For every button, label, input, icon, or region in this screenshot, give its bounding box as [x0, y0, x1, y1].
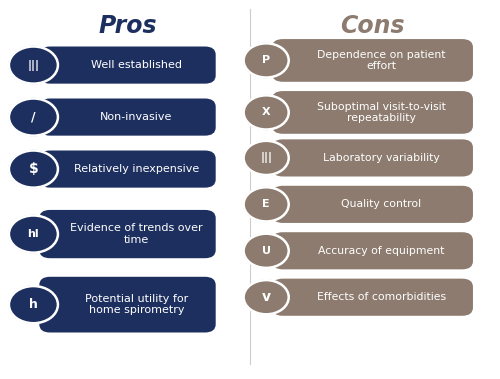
Text: Relatively inexpensive: Relatively inexpensive: [74, 164, 199, 174]
Text: P: P: [262, 55, 270, 66]
Circle shape: [9, 47, 58, 84]
Text: X: X: [262, 107, 270, 117]
Circle shape: [9, 150, 58, 188]
FancyBboxPatch shape: [40, 47, 216, 84]
FancyBboxPatch shape: [272, 139, 473, 177]
Text: Evidence of trends over
time: Evidence of trends over time: [70, 223, 202, 245]
FancyBboxPatch shape: [272, 279, 473, 316]
FancyBboxPatch shape: [272, 186, 473, 223]
Text: Dependence on patient
effort: Dependence on patient effort: [317, 50, 446, 71]
Text: Non-invasive: Non-invasive: [100, 112, 172, 122]
Text: v: v: [262, 290, 270, 304]
Text: Quality control: Quality control: [342, 199, 421, 209]
FancyBboxPatch shape: [272, 91, 473, 134]
Text: /: /: [31, 111, 36, 124]
Text: U: U: [262, 246, 270, 256]
FancyBboxPatch shape: [40, 150, 216, 188]
Text: Suboptimal visit-to-visit
repeatability: Suboptimal visit-to-visit repeatability: [317, 102, 446, 123]
FancyBboxPatch shape: [40, 99, 216, 136]
Circle shape: [9, 216, 58, 253]
Text: $: $: [28, 162, 38, 176]
FancyBboxPatch shape: [272, 39, 473, 82]
Circle shape: [9, 286, 58, 323]
Text: |||: |||: [28, 60, 40, 70]
Circle shape: [244, 43, 288, 78]
Text: Laboratory variability: Laboratory variability: [323, 153, 440, 163]
Circle shape: [244, 141, 288, 175]
Circle shape: [244, 187, 288, 221]
Circle shape: [244, 96, 288, 130]
Text: |||: |||: [260, 152, 272, 163]
Text: Well established: Well established: [91, 60, 182, 70]
Text: Accuracy of equipment: Accuracy of equipment: [318, 246, 444, 256]
FancyBboxPatch shape: [272, 232, 473, 269]
Text: Effects of comorbidities: Effects of comorbidities: [317, 292, 446, 302]
Text: Cons: Cons: [340, 14, 405, 38]
FancyBboxPatch shape: [40, 277, 216, 332]
FancyBboxPatch shape: [40, 210, 216, 258]
Text: hl: hl: [28, 229, 39, 239]
Circle shape: [9, 99, 58, 136]
Circle shape: [244, 234, 288, 268]
Circle shape: [244, 280, 288, 314]
Text: E: E: [262, 199, 270, 209]
Text: Pros: Pros: [98, 14, 157, 38]
Text: h: h: [29, 298, 38, 311]
Text: Potential utility for
home spirometry: Potential utility for home spirometry: [84, 294, 188, 315]
